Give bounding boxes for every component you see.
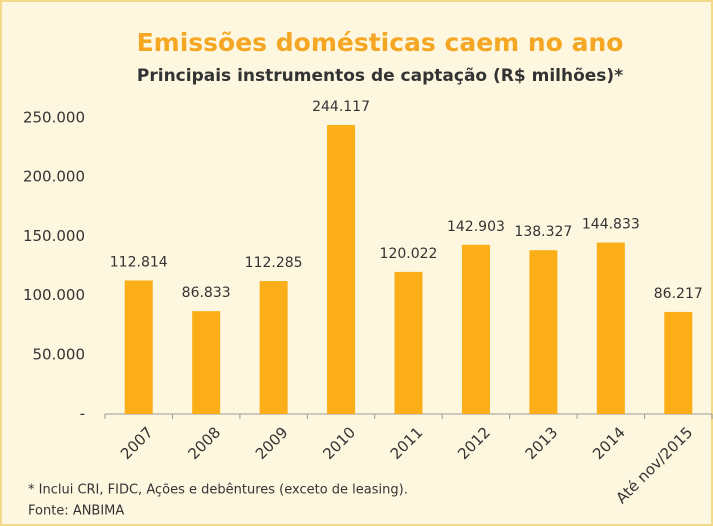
bar — [124, 280, 153, 414]
y-tick-label: 150.000 — [23, 227, 85, 245]
bar — [461, 244, 490, 414]
chart-title: Emissões domésticas caem no ano — [137, 28, 624, 57]
data-label: 244.117 — [312, 99, 370, 115]
bar — [259, 281, 288, 414]
bar — [596, 242, 625, 414]
bar — [394, 271, 423, 414]
chart-subtitle: Principais instrumentos de captação (R$ … — [137, 66, 623, 86]
data-label: 112.814 — [110, 254, 168, 270]
y-tick-label: 100.000 — [23, 286, 85, 304]
y-tick-label: - — [80, 405, 85, 423]
data-label: 142.903 — [447, 219, 505, 235]
bar — [664, 311, 693, 414]
data-label: 86.217 — [654, 286, 703, 302]
data-label: 112.285 — [245, 255, 303, 271]
bar — [327, 124, 356, 415]
source: Fonte: ANBIMA — [28, 504, 124, 519]
data-label: 144.833 — [582, 217, 640, 233]
y-tick-label: 250.000 — [23, 109, 85, 127]
data-label: 120.022 — [380, 246, 438, 262]
bar — [529, 250, 558, 414]
y-tick-label: 200.000 — [23, 168, 85, 186]
data-label: 86.833 — [182, 285, 231, 301]
y-tick-label: 50.000 — [33, 345, 86, 363]
footnote: * Inclui CRI, FIDC, Ações e debêntures (… — [28, 483, 408, 498]
bar — [192, 311, 221, 414]
data-label: 138.327 — [514, 224, 572, 240]
